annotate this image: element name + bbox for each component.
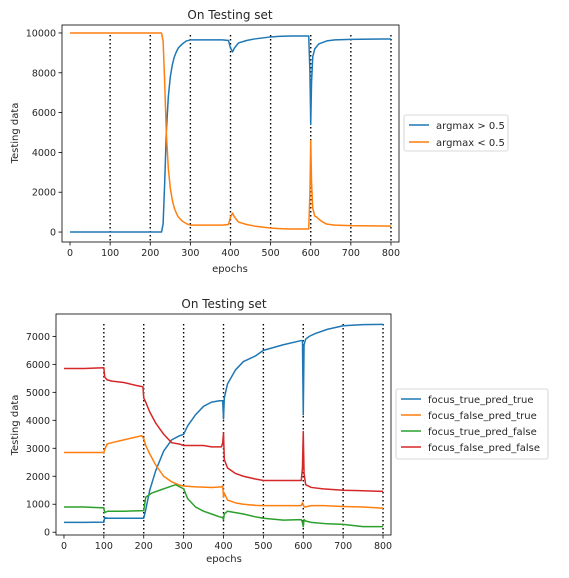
legend-entry: argmax < 0.5	[436, 138, 505, 149]
x-tick-label: 800	[382, 248, 400, 259]
y-tick-label: 8000	[32, 68, 56, 79]
y-tick-label: 6000	[26, 360, 50, 371]
x-tick-label: 500	[254, 541, 272, 552]
x-tick-label: 0	[61, 541, 67, 552]
epoch-markers	[103, 324, 384, 535]
series-line-focus-false-pred-true	[63, 434, 384, 509]
epoch-markers	[109, 35, 392, 242]
y-tick-label: 1000	[26, 500, 50, 511]
x-tick-label: 400	[214, 541, 232, 552]
x-tick-label: 700	[334, 541, 352, 552]
y-axis: 0 2000 4000 6000 8000 10000	[26, 28, 62, 239]
y-tick-label: 3000	[26, 444, 50, 455]
y-tick-label: 6000	[32, 108, 56, 119]
x-tick-label: 500	[262, 248, 280, 259]
x-axis-label: epochs	[212, 264, 248, 275]
y-tick-label: 0	[50, 228, 56, 239]
legend-frame	[403, 114, 509, 152]
x-axis: 0 100 200 300 400 500 600 700 800	[67, 242, 400, 259]
legend-entry: focus_true_pred_false	[428, 427, 537, 438]
chart-title: On Testing set	[187, 8, 273, 22]
y-tick-label: 2000	[26, 472, 50, 483]
series-line-focus-false-pred-false	[63, 366, 384, 493]
plot-frame	[61, 24, 400, 243]
x-axis-label: epochs	[206, 554, 242, 565]
y-tick-label: 0	[44, 528, 50, 539]
x-tick-label: 200	[141, 248, 159, 259]
x-tick-label: 200	[135, 541, 153, 552]
x-tick-label: 300	[175, 541, 193, 552]
x-tick-label: 300	[181, 248, 199, 259]
series-lines	[63, 323, 384, 528]
legend-entry: focus_false_pred_false	[428, 443, 540, 454]
y-tick-label: 4000	[32, 148, 56, 159]
x-tick-label: 700	[342, 248, 360, 259]
y-tick-label: 4000	[26, 416, 50, 427]
legend-entry: focus_true_pred_true	[428, 395, 533, 406]
legend-entry: argmax > 0.5	[436, 121, 505, 132]
x-tick-label: 100	[101, 248, 119, 259]
x-tick-label: 800	[374, 541, 392, 552]
legend: focus_true_pred_true focus_false_pred_tr…	[395, 388, 549, 460]
series-line-focus-true-pred-false	[63, 483, 384, 528]
x-axis: 0 100 200 300 400 500 600 700 800	[61, 535, 392, 552]
x-tick-label: 100	[95, 541, 113, 552]
series-line-focus-true-pred-true	[63, 323, 384, 524]
series-lines	[70, 32, 391, 233]
x-tick-label: 600	[302, 248, 320, 259]
chart-focus: On Testing set 0 100 200 300 400 500 600 700 800…	[10, 297, 549, 565]
series-line-argmax-0-5	[70, 32, 391, 230]
chart-argmax: On Testing set 0 100 200 300 400 500 600 700 800…	[10, 8, 509, 275]
legend-frame	[395, 388, 549, 460]
y-axis: 0 1000 2000 3000 4000 5000 6000 7000	[26, 332, 56, 539]
y-axis-label: Testing data	[10, 103, 21, 165]
series-line-argmax-0-5	[70, 35, 391, 233]
y-tick-label: 7000	[26, 332, 50, 343]
chart-title: On Testing set	[181, 297, 267, 311]
y-tick-label: 5000	[26, 388, 50, 399]
y-tick-label: 2000	[32, 188, 56, 199]
x-tick-label: 0	[67, 248, 73, 259]
y-axis-label: Testing data	[10, 395, 21, 457]
legend: argmax > 0.5 argmax < 0.5	[403, 114, 509, 152]
y-tick-label: 10000	[26, 28, 56, 39]
x-tick-label: 600	[294, 541, 312, 552]
legend-entry: focus_false_pred_true	[428, 411, 537, 422]
x-tick-label: 400	[221, 248, 239, 259]
